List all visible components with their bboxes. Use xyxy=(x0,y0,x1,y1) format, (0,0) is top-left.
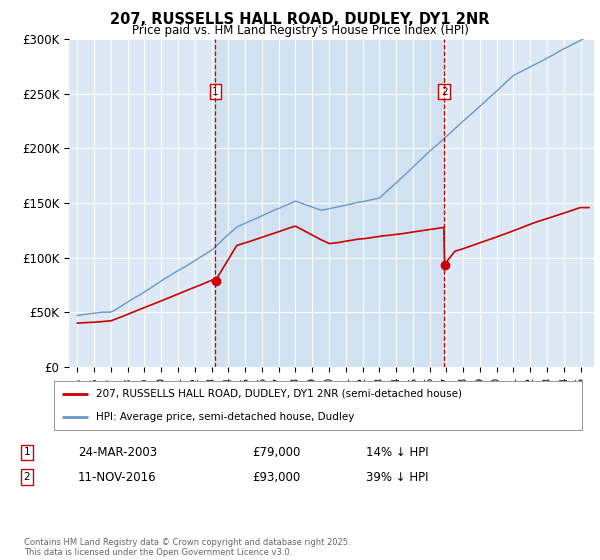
Text: 1: 1 xyxy=(23,447,31,458)
Text: Price paid vs. HM Land Registry's House Price Index (HPI): Price paid vs. HM Land Registry's House … xyxy=(131,24,469,37)
Text: £93,000: £93,000 xyxy=(252,470,300,484)
Text: HPI: Average price, semi-detached house, Dudley: HPI: Average price, semi-detached house,… xyxy=(96,412,355,422)
Text: 207, RUSSELLS HALL ROAD, DUDLEY, DY1 2NR: 207, RUSSELLS HALL ROAD, DUDLEY, DY1 2NR xyxy=(110,12,490,27)
Text: 207, RUSSELLS HALL ROAD, DUDLEY, DY1 2NR (semi-detached house): 207, RUSSELLS HALL ROAD, DUDLEY, DY1 2NR… xyxy=(96,389,462,399)
Text: 1: 1 xyxy=(212,87,219,97)
Bar xyxy=(215,39,444,367)
Text: 11-NOV-2016: 11-NOV-2016 xyxy=(78,470,157,484)
Text: 2: 2 xyxy=(23,472,31,482)
Text: 39% ↓ HPI: 39% ↓ HPI xyxy=(366,470,428,484)
Text: £79,000: £79,000 xyxy=(252,446,301,459)
Text: 14% ↓ HPI: 14% ↓ HPI xyxy=(366,446,428,459)
Text: 2: 2 xyxy=(441,87,448,97)
Text: 24-MAR-2003: 24-MAR-2003 xyxy=(78,446,157,459)
Text: Contains HM Land Registry data © Crown copyright and database right 2025.
This d: Contains HM Land Registry data © Crown c… xyxy=(24,538,350,557)
